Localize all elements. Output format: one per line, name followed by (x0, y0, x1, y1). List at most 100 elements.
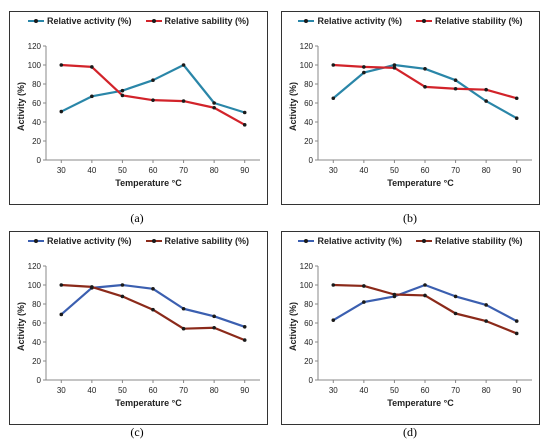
data-point (331, 63, 336, 67)
chart-panel-c: Relative activity (%) Relative sability (… (9, 231, 268, 425)
x-tick-label: 70 (179, 166, 188, 175)
data-point (484, 87, 488, 92)
legend-line-swatch (416, 19, 432, 23)
x-tick-label: 70 (451, 166, 460, 175)
chart-panel-b: Relative activity (%) Relative stability … (281, 11, 540, 205)
x-tick-label: 80 (210, 166, 219, 175)
y-tick-label: 80 (32, 300, 41, 309)
legend-label: Relative sability (%) (164, 236, 250, 246)
data-point (453, 311, 458, 316)
legend-label: Relative activity (%) (317, 16, 402, 26)
data-point (362, 284, 366, 288)
x-tick-label: 60 (149, 166, 158, 175)
legend-line-swatch (416, 239, 432, 243)
data-point (453, 78, 458, 82)
y-tick-label: 100 (300, 281, 314, 290)
data-point (423, 283, 427, 287)
data-point (59, 283, 64, 287)
x-tick-label: 80 (482, 386, 491, 395)
data-point (514, 96, 519, 101)
y-tick-label: 0 (37, 376, 42, 385)
x-tick-label: 40 (87, 166, 96, 175)
y-tick-label: 100 (28, 281, 42, 290)
caption-b: (b) (403, 211, 417, 225)
y-tick-label: 20 (304, 137, 313, 146)
data-point (120, 93, 125, 98)
caption-a: (a) (130, 211, 144, 225)
x-tick-label: 90 (512, 386, 521, 395)
y-tick-label: 40 (304, 118, 313, 127)
data-point (120, 294, 125, 299)
x-tick-label: 60 (149, 386, 158, 395)
legend-b: Relative activity (%) Relative stability … (282, 16, 539, 26)
legend-entry-2: Relative stability (%) (416, 236, 523, 246)
y-tick-label: 0 (309, 376, 314, 385)
y-tick-label: 80 (304, 80, 313, 89)
data-point (514, 319, 519, 323)
data-point (423, 85, 427, 89)
series-line-2 (333, 283, 518, 335)
data-point (331, 283, 336, 287)
data-point (514, 116, 519, 120)
x-axis-label: Temperature °C (115, 398, 182, 408)
series-line-2 (61, 63, 246, 126)
data-point (423, 293, 427, 298)
y-tick-label: 120 (300, 42, 314, 51)
legend-line-swatch (145, 19, 162, 23)
x-tick-label: 40 (359, 386, 368, 395)
x-tick-label: 90 (240, 166, 249, 175)
x-tick-label: 50 (118, 386, 127, 395)
data-point (181, 99, 186, 103)
legend-entry-1: Relative activity (%) (298, 236, 402, 246)
legend-label: Relative activity (%) (46, 236, 132, 246)
data-point (59, 312, 64, 317)
x-tick-label: 30 (329, 386, 338, 395)
legend-c: Relative activity (%) Relative sability (… (10, 236, 267, 246)
data-point (151, 287, 155, 291)
y-tick-label: 60 (32, 319, 41, 328)
legend-entry-1: Relative activity (%) (27, 16, 132, 26)
series-line-1 (332, 283, 518, 323)
data-point (181, 63, 186, 67)
legend-label: Relative sability (%) (164, 16, 250, 26)
y-tick-label: 40 (32, 338, 41, 347)
data-point (392, 292, 397, 297)
legend-entry-2: Relative sability (%) (145, 236, 250, 246)
y-tick-label: 40 (32, 118, 41, 127)
chart-svg-d: 0 20 40 60 80 100 120 30 40 50 60 70 80 90 (300, 262, 532, 395)
legend-label: Relative stability (%) (435, 16, 523, 26)
chart-svg-c: 0 20 40 60 80 100 120 30 40 50 60 70 80 90 (28, 262, 260, 395)
x-tick-label: 50 (390, 166, 399, 175)
legend-label: Relative activity (%) (317, 236, 402, 246)
legend-line-swatch (27, 239, 44, 243)
y-tick-label: 120 (28, 42, 42, 51)
series-line-1 (60, 63, 246, 114)
x-tick-label: 80 (210, 386, 219, 395)
x-tick-label: 40 (359, 166, 368, 175)
x-tick-label: 50 (390, 386, 399, 395)
data-point (90, 285, 94, 289)
x-tick-label: 40 (87, 386, 96, 395)
data-point (242, 123, 247, 127)
caption-c: (c) (130, 425, 144, 439)
data-point (453, 294, 458, 299)
data-point (484, 99, 488, 103)
y-tick-label: 20 (32, 357, 41, 366)
data-point (484, 319, 488, 323)
series-line-1 (60, 283, 246, 328)
legend-line-swatch (27, 19, 44, 23)
data-point (59, 63, 64, 67)
y-tick-label: 80 (32, 80, 41, 89)
y-tick-label: 60 (304, 99, 313, 108)
y-tick-label: 20 (32, 137, 41, 146)
x-tick-label: 90 (512, 166, 521, 175)
x-tick-label: 30 (57, 386, 66, 395)
legend-entry-1: Relative activity (%) (27, 236, 132, 246)
x-tick-label: 70 (451, 386, 460, 395)
data-point (362, 70, 366, 75)
y-tick-label: 40 (304, 338, 313, 347)
data-point (59, 109, 64, 114)
chart-panel-d: Relative activity (%) Relative stability … (281, 231, 540, 425)
y-tick-label: 100 (28, 61, 42, 70)
x-tick-label: 30 (329, 166, 338, 175)
